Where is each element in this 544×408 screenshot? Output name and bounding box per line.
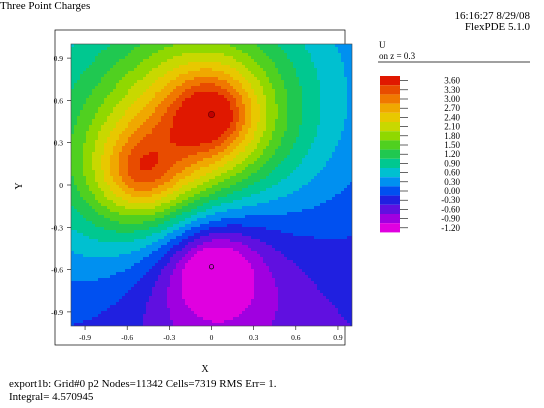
- y-axis-label: Y: [14, 182, 25, 189]
- charge-markers: [208, 111, 216, 270]
- legend-swatch: [380, 103, 400, 113]
- legend-swatch: [380, 204, 400, 214]
- legend-label: 2.70: [444, 103, 460, 113]
- legend-swatch: [380, 186, 400, 196]
- legend-label: 0.60: [444, 168, 460, 178]
- legend-label: 2.10: [444, 122, 460, 132]
- legend-label: 1.20: [444, 149, 460, 159]
- legend-swatch: [380, 168, 400, 178]
- legend-swatch: [380, 149, 400, 159]
- software-version: FlexPDE 5.1.0: [464, 21, 530, 33]
- legend-swatch: [380, 112, 400, 122]
- legend-label: 3.00: [444, 94, 460, 104]
- legend-swatch: [380, 177, 400, 187]
- x-tick-label: 0: [210, 333, 214, 342]
- contour-field: [71, 44, 352, 326]
- x-tick-label: 0.6: [291, 333, 301, 342]
- footer-integral: Integral= 4.570945: [9, 391, 94, 403]
- x-tick-label: -0.9: [79, 333, 91, 342]
- minimum-marker: [208, 264, 215, 270]
- maximum-marker: [208, 111, 216, 119]
- legend-swatch: [380, 158, 400, 168]
- legend-label: 3.60: [444, 76, 460, 86]
- y-tick-label: 0.9: [54, 54, 64, 63]
- footer-stats: export1b: Grid#0 p2 Nodes=11342 Cells=73…: [9, 378, 277, 390]
- legend-label: 2.40: [444, 112, 460, 122]
- legend-label: 0.30: [444, 177, 460, 187]
- axis-ticks: -0.9 -0.6 -0.3 0 0.3 0.6 0.9 0.9 0.6 0.3 0 -0.3 -0.6…: [51, 54, 343, 342]
- y-tick-label: -0.6: [51, 266, 63, 275]
- legend-swatch: [380, 214, 400, 224]
- y-tick-label: -0.3: [51, 223, 63, 232]
- plot-title: Three Point Charges: [0, 0, 91, 12]
- legend-label: -0.60: [441, 204, 460, 214]
- legend-label: -1.20: [441, 223, 460, 233]
- legend-swatch: [380, 131, 400, 141]
- x-tick-label: -0.6: [121, 333, 133, 342]
- legend-label: 1.80: [444, 131, 460, 141]
- legend-swatch: [380, 85, 400, 95]
- legend-label: 3.30: [444, 85, 460, 95]
- legend-swatch: [380, 76, 400, 86]
- legend-label: 1.50: [444, 140, 460, 150]
- legend-label: 0.00: [444, 186, 460, 196]
- legend-swatch: [380, 94, 400, 104]
- y-tick-label: 0.6: [54, 96, 64, 105]
- y-tick-label: 0.3: [54, 139, 64, 148]
- legend-swatch: [380, 122, 400, 132]
- legend-label: -0.30: [441, 195, 460, 205]
- timestamp: 16:16:27 8/29/08: [454, 10, 530, 22]
- x-axis-label: X: [201, 364, 209, 375]
- legend-swatch: [380, 223, 400, 233]
- x-tick-label: -0.3: [163, 333, 175, 342]
- x-tick-label: 0.3: [249, 333, 259, 342]
- legend-label: -0.90: [441, 214, 460, 224]
- y-tick-label: -0.9: [51, 308, 63, 317]
- legend-subtitle: on z = 0.3: [379, 51, 416, 61]
- x-tick-label: 0.9: [333, 333, 343, 342]
- legend-label: 0.90: [444, 158, 460, 168]
- color-legend: 3.603.303.002.702.402.101.801.501.200.90…: [380, 76, 461, 233]
- legend-swatch: [380, 195, 400, 205]
- legend-title: U: [379, 40, 386, 50]
- y-tick-label: 0: [59, 181, 63, 190]
- legend-swatch: [380, 140, 400, 150]
